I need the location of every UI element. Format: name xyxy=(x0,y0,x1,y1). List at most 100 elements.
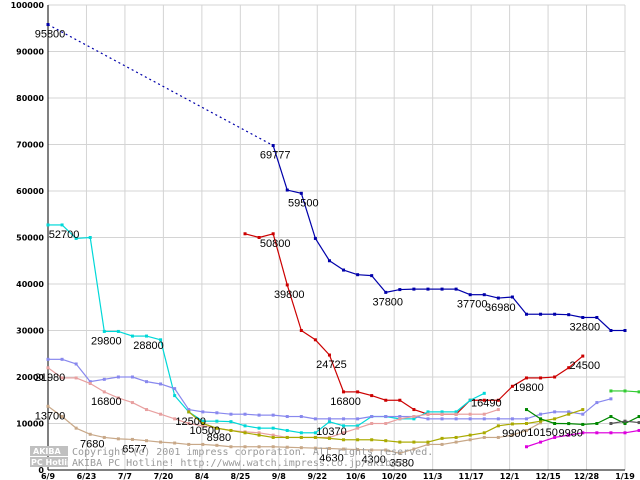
data-label: 24500 xyxy=(569,360,600,372)
series-4-point xyxy=(102,390,106,394)
series-6-segment xyxy=(498,423,513,427)
series-3-segment xyxy=(188,408,203,413)
series-5-point xyxy=(159,440,163,444)
y-tick-label: 60000 xyxy=(16,187,44,196)
series-8-point xyxy=(623,422,627,425)
series-6-point xyxy=(243,431,247,435)
series-3-point xyxy=(313,417,317,421)
series-5-segment xyxy=(61,416,77,429)
series-0-point xyxy=(313,236,317,240)
series-0-segment xyxy=(329,260,344,271)
data-label: 16800 xyxy=(330,396,361,408)
series-3-point xyxy=(609,397,613,401)
series-0-segment xyxy=(314,238,330,262)
series-0-point xyxy=(595,315,599,319)
series-3-point xyxy=(356,417,360,421)
series-0-segment xyxy=(47,24,274,147)
series-1-point xyxy=(257,236,261,239)
series-3-point xyxy=(398,415,402,419)
series-5-point xyxy=(102,435,106,439)
series-5-segment xyxy=(512,429,527,436)
series-5-segment xyxy=(413,443,429,450)
series-6-segment xyxy=(216,427,232,432)
y-tick-label: 70000 xyxy=(16,141,44,150)
series-5-point xyxy=(356,448,360,452)
series-3-segment xyxy=(582,402,598,415)
series-0-point xyxy=(299,191,303,195)
series-0-point xyxy=(581,315,585,319)
series-1-point xyxy=(299,329,303,332)
series-5-point xyxy=(440,442,444,446)
series-1-point xyxy=(581,354,585,358)
series-5-point xyxy=(257,445,261,449)
logo-top-text: AKIBA xyxy=(33,447,61,456)
data-label: 50800 xyxy=(260,238,291,250)
series-0-point xyxy=(342,268,346,272)
series-4-point xyxy=(496,408,500,412)
data-label: 6577 xyxy=(122,443,146,455)
series-1-segment xyxy=(244,233,260,239)
series-2-segment xyxy=(469,392,485,401)
series-3-segment xyxy=(301,415,316,420)
series-5-point xyxy=(510,433,514,437)
series-4-segment xyxy=(47,367,63,379)
series-5-segment xyxy=(174,442,189,446)
data-label: 13700 xyxy=(35,410,66,422)
series-4-point xyxy=(159,412,163,416)
series-4-segment xyxy=(329,432,344,439)
data-label: 19800 xyxy=(513,382,544,394)
logo-bottom-text: PC Hotline! xyxy=(31,458,82,467)
series-2-point xyxy=(299,431,303,435)
data-label: 37700 xyxy=(457,299,488,311)
series-3-point xyxy=(88,380,92,384)
series-5-point xyxy=(215,443,219,447)
series-7-point xyxy=(553,435,557,439)
series-2-point xyxy=(74,236,78,240)
series-6-point xyxy=(271,435,275,439)
series-4-point xyxy=(468,412,472,416)
series-2-segment xyxy=(76,236,91,240)
series-2-segment xyxy=(89,237,105,332)
y-tick-label: 50000 xyxy=(16,234,44,243)
series-8-point xyxy=(609,415,613,419)
series-1-point xyxy=(271,232,275,236)
series-4-point xyxy=(426,412,430,416)
series-5-point xyxy=(496,435,500,439)
series-0-point xyxy=(567,313,571,317)
data-label: 10150 xyxy=(527,427,558,439)
series-8-point xyxy=(637,415,640,419)
series-8-segment xyxy=(596,415,612,425)
series-3-segment xyxy=(216,412,232,415)
x-tick-label: 8/25 xyxy=(231,472,251,480)
series-4-segment xyxy=(174,418,189,425)
series-1-point xyxy=(285,283,289,287)
y-tick-label: 20000 xyxy=(16,373,44,382)
series-6-point xyxy=(187,410,191,414)
series-6-point xyxy=(356,438,360,442)
series-3-segment xyxy=(104,376,119,380)
x-tick-label: 6/23 xyxy=(77,472,97,480)
series-6-segment xyxy=(554,413,569,420)
series-0-point xyxy=(370,274,374,278)
series-3-point xyxy=(440,417,444,421)
series-6-point xyxy=(482,431,486,435)
series-6-segment xyxy=(526,420,541,425)
series-6-point xyxy=(299,435,303,439)
series-3-segment xyxy=(568,411,583,415)
series-5-point xyxy=(201,442,205,446)
series-5-point xyxy=(229,445,233,449)
series-5-point xyxy=(173,441,177,445)
series-0-segment xyxy=(511,296,527,315)
series-3-point xyxy=(482,417,486,421)
series-1-point xyxy=(384,398,388,402)
series-6-segment xyxy=(484,425,499,434)
data-label: 95800 xyxy=(35,29,66,41)
series-6-segment xyxy=(427,437,443,443)
series-3-segment xyxy=(273,414,288,418)
series-5-point xyxy=(398,451,402,455)
series-9-point xyxy=(637,390,640,394)
series-1-segment xyxy=(540,376,555,379)
series-6-point xyxy=(567,412,571,416)
series-2-point xyxy=(454,410,458,414)
